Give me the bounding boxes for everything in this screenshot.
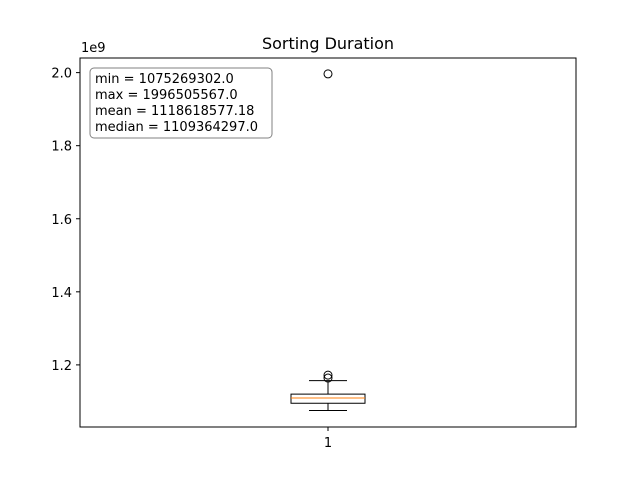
outlier-point (323, 69, 333, 79)
y-tick-label: 1.2 (51, 359, 72, 374)
y-offset-label: 1e9 (81, 41, 106, 56)
y-tick-label: 1.6 (51, 213, 72, 228)
y-tick-label: 2.0 (51, 67, 72, 82)
outlier-point (323, 373, 333, 383)
x-tick-label: 1 (324, 436, 332, 451)
stats-line: mean = 1118618577.18 (95, 104, 254, 119)
stats-line: min = 1075269302.0 (95, 72, 234, 87)
outlier-point (323, 370, 333, 380)
y-tick-label: 1.4 (51, 286, 72, 301)
chart-title: Sorting Duration (262, 34, 394, 53)
stats-box-frame (89, 67, 273, 139)
iqr-box (290, 393, 366, 404)
stats-line: median = 1109364297.0 (95, 120, 258, 135)
stats-line: max = 1996505567.0 (95, 88, 238, 103)
y-tick-label: 1.8 (51, 140, 72, 155)
